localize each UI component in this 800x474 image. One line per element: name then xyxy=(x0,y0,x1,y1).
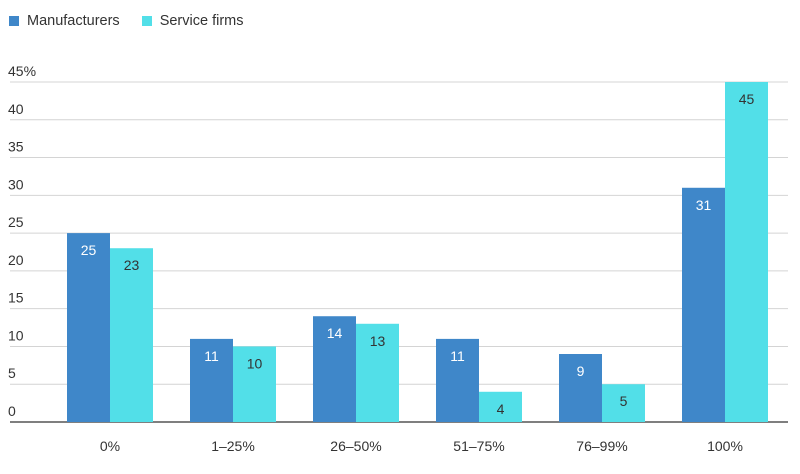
y-tick-label: 35 xyxy=(8,139,24,155)
x-axis-tick-labels: 0% 1–25% 26–50% 51–75% 76–99% 100% xyxy=(100,438,743,454)
bar-value-label-service-firms: 10 xyxy=(247,355,263,371)
bar-value-label-manufacturers: 31 xyxy=(696,197,712,213)
bar-service-firms xyxy=(602,384,645,422)
x-tick-label: 1–25% xyxy=(211,438,255,454)
legend-swatch-service-firms xyxy=(141,16,152,26)
x-tick-label: 51–75% xyxy=(453,438,504,454)
y-axis-tick-labels: 0 5 10 15 20 25 30 35 40 45% xyxy=(8,63,36,419)
legend-item-manufacturers: Manufacturers xyxy=(9,13,120,29)
y-tick-label: 20 xyxy=(8,252,24,268)
bar-value-label-manufacturers: 9 xyxy=(577,363,585,379)
bar-value-label-manufacturers: 14 xyxy=(327,325,343,341)
bar-value-label-service-firms: 23 xyxy=(124,257,140,273)
x-tick-label: 0% xyxy=(100,438,120,454)
legend-swatch-manufacturers xyxy=(9,16,19,26)
x-tick-label: 100% xyxy=(707,438,743,454)
bar-value-label-service-firms: 4 xyxy=(497,401,505,417)
y-tick-label: 25 xyxy=(8,214,24,230)
x-tick-label: 76–99% xyxy=(576,438,627,454)
bar-value-label-manufacturers: 25 xyxy=(81,242,97,258)
bar-service-firms xyxy=(725,82,768,422)
bar-value-labels: 25 23 11 10 14 13 11 4 9 5 31 45 xyxy=(81,91,755,417)
bars xyxy=(67,82,768,422)
bar-service-firms xyxy=(110,248,153,422)
y-tick-label: 30 xyxy=(8,176,24,192)
bar-value-label-service-firms: 5 xyxy=(620,393,628,409)
bar-value-label-manufacturers: 11 xyxy=(450,348,465,364)
bar-service-firms xyxy=(233,346,276,422)
y-tick-label: 40 xyxy=(8,101,24,117)
bar-value-label-service-firms: 13 xyxy=(370,333,386,349)
bar-manufacturers xyxy=(313,316,356,422)
legend-item-service-firms: Service firms xyxy=(141,13,244,29)
legend-label-service-firms: Service firms xyxy=(159,13,244,29)
legend-label-manufacturers: Manufacturers xyxy=(27,13,120,29)
y-tick-label: 5 xyxy=(8,365,16,381)
bar-manufacturers xyxy=(436,338,479,422)
y-tick-label: 0 xyxy=(8,403,16,419)
x-tick-label: 26–50% xyxy=(330,438,381,454)
bar-manufacturers xyxy=(190,338,233,422)
bar-manufacturers xyxy=(559,354,602,422)
y-tick-label: 45% xyxy=(8,63,36,79)
bar-manufacturers xyxy=(682,187,725,422)
y-tick-label: 10 xyxy=(8,327,24,343)
bar-manufacturers xyxy=(67,233,110,422)
bar-service-firms xyxy=(479,391,522,422)
bar-service-firms xyxy=(356,323,399,422)
y-tick-label: 15 xyxy=(8,290,24,306)
chart-legend: Manufacturers Service firms xyxy=(9,10,243,32)
bar-value-label-manufacturers: 11 xyxy=(204,348,219,364)
bar-value-label-service-firms: 45 xyxy=(739,91,755,107)
